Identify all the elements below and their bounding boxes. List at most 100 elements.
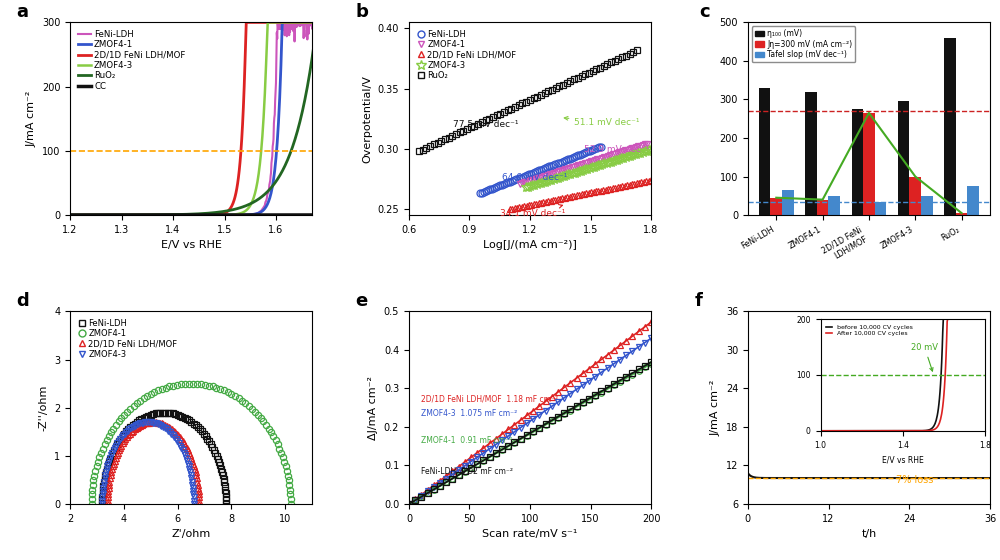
CC xyxy=(176,212,188,218)
ZMOF4-1 xyxy=(546,170,558,177)
Legend: FeNi-LDH, ZMOF4-1, 2D/1D FeNi LDH/MOF, ZMOF4-3: FeNi-LDH, ZMOF4-1, 2D/1D FeNi LDH/MOF, Z… xyxy=(74,315,181,362)
FeNi-LDH xyxy=(220,501,232,507)
RuO2 xyxy=(413,148,425,155)
ZMOF4-3 xyxy=(185,475,197,482)
FeNi-LDH xyxy=(176,212,188,218)
2D/1D FeNi LDH/MOF xyxy=(169,428,181,435)
CC xyxy=(250,212,262,218)
ZMOF4-3 xyxy=(562,171,574,178)
Line: FeNi-LDH: FeNi-LDH xyxy=(99,409,229,507)
Bar xyxy=(944,38,956,215)
ZMOF4-3 xyxy=(176,212,188,218)
ZMOF4-3 xyxy=(552,174,564,181)
ZMOF4-1 xyxy=(594,155,606,162)
ZMOF4-3 xyxy=(262,19,274,26)
ZMOF4-1 xyxy=(64,212,76,218)
Bar xyxy=(863,113,875,215)
ZMOF4-3 xyxy=(96,501,108,507)
Line: 2D/1D FeNi LDH/MOF: 2D/1D FeNi LDH/MOF xyxy=(70,22,317,215)
ZMOF4-3 xyxy=(157,423,169,430)
2D/1D FeNi LDH/MOF xyxy=(164,424,176,431)
FeNi-LDH xyxy=(508,176,520,183)
Text: FeNi-LDH  0.92 mF cm⁻²: FeNi-LDH 0.92 mF cm⁻² xyxy=(421,466,513,475)
RuO₂ xyxy=(250,197,262,204)
X-axis label: Scan rate/mV s⁻¹: Scan rate/mV s⁻¹ xyxy=(482,529,578,539)
CC xyxy=(128,212,140,218)
RuO2 xyxy=(450,131,462,138)
Line: FeNi-LDH: FeNi-LDH xyxy=(476,143,604,197)
FeNi-LDH xyxy=(181,416,193,422)
Line: 2D/1D FeNi LDH/MOF: 2D/1D FeNi LDH/MOF xyxy=(105,419,202,507)
Bar xyxy=(898,101,909,215)
Text: a: a xyxy=(17,3,29,21)
Y-axis label: Overpotential/V: Overpotential/V xyxy=(362,75,372,162)
2D/1D FeNi LDH/MOF xyxy=(176,212,188,218)
FeNi-LDH xyxy=(229,212,241,218)
ZMOF4-3 xyxy=(134,420,146,427)
FeNi-LDH xyxy=(272,19,284,26)
ZMOF4-1 xyxy=(233,395,245,402)
Text: f: f xyxy=(695,292,703,310)
Y-axis label: J/mA cm⁻²: J/mA cm⁻² xyxy=(26,91,36,147)
CC xyxy=(229,212,241,218)
ZMOF4-3 xyxy=(250,185,262,192)
ZMOF4-3 xyxy=(164,428,176,435)
ZMOF4-1 xyxy=(183,380,195,387)
ZMOF4-1 xyxy=(285,501,297,507)
2D/1D FeNi LDH/MOF xyxy=(229,193,241,200)
RuO₂ xyxy=(108,212,120,218)
Text: 34.1 mV dec⁻¹: 34.1 mV dec⁻¹ xyxy=(500,204,565,218)
Legend: FeNi-LDH, ZMOF4-1, 2D/1D FeNi LDH/MOF, ZMOF4-3, RuO₂, CC: FeNi-LDH, ZMOF4-1, 2D/1D FeNi LDH/MOF, Z… xyxy=(74,27,189,94)
Text: 2D/1D FeNi LDH/MOF  1.18 mF cm⁻²: 2D/1D FeNi LDH/MOF 1.18 mF cm⁻² xyxy=(421,395,558,404)
FeNi-LDH xyxy=(210,212,222,218)
X-axis label: t/h: t/h xyxy=(861,529,877,539)
2D/1D FeNi LDH/MOF xyxy=(191,475,203,482)
Text: 52.9 mV dec⁻¹: 52.9 mV dec⁻¹ xyxy=(584,146,650,155)
ZMOF4-1 xyxy=(176,212,188,218)
2D/1D FeNi LDH/MOF xyxy=(163,423,175,430)
Bar xyxy=(875,202,886,215)
ZMOF4-3 xyxy=(168,434,180,441)
Bar xyxy=(828,196,840,215)
FeNi-LDH xyxy=(96,501,108,507)
2D/1D FeNi LDH/MOF xyxy=(540,198,552,205)
2D/1D FeNi LDH/MOF xyxy=(504,206,516,212)
ZMOF4-3 xyxy=(598,160,610,167)
ZMOF4-3 xyxy=(520,184,532,191)
Line: ZMOF4-3: ZMOF4-3 xyxy=(99,419,197,507)
FeNi-LDH xyxy=(311,19,323,26)
RuO2 xyxy=(487,114,499,120)
Bar xyxy=(817,199,828,215)
ZMOF4-3 xyxy=(141,419,153,426)
ZMOF4-1 xyxy=(311,19,323,26)
ZMOF4-3 xyxy=(541,178,553,184)
Line: ZMOF4-1: ZMOF4-1 xyxy=(88,380,294,507)
ZMOF4-3 xyxy=(556,173,568,180)
FeNi-LDH xyxy=(147,410,159,417)
Text: 51.1 mV dec⁻¹: 51.1 mV dec⁻¹ xyxy=(564,116,640,127)
CC xyxy=(210,212,222,218)
2D/1D FeNi LDH/MOF xyxy=(251,19,263,26)
2D/1D FeNi LDH/MOF xyxy=(174,434,186,441)
FeNi-LDH xyxy=(64,212,76,218)
2D/1D FeNi LDH/MOF xyxy=(545,197,557,204)
ZMOF4-3 xyxy=(645,146,657,153)
ZMOF4-3 xyxy=(560,172,572,179)
ZMOF4-1 xyxy=(108,212,120,218)
RuO2 xyxy=(631,47,643,54)
FeNi-LDH xyxy=(179,414,191,421)
X-axis label: Z'/ohm: Z'/ohm xyxy=(171,529,211,539)
RuO₂ xyxy=(311,19,323,26)
Bar xyxy=(759,88,770,215)
FeNi-LDH xyxy=(157,409,169,416)
2D/1D FeNi LDH/MOF xyxy=(645,177,657,184)
ZMOF4-1 xyxy=(229,212,241,218)
ZMOF4-1 xyxy=(551,169,563,175)
ZMOF4-1 xyxy=(86,501,98,507)
ZMOF4-3 xyxy=(108,212,120,218)
Bar xyxy=(967,186,979,215)
Line: ZMOF4-1: ZMOF4-1 xyxy=(70,22,317,215)
ZMOF4-1 xyxy=(280,463,292,470)
Text: ZMOF4-3  1.075 mF cm⁻²: ZMOF4-3 1.075 mF cm⁻² xyxy=(421,409,517,418)
FeNi-LDH xyxy=(108,212,120,218)
